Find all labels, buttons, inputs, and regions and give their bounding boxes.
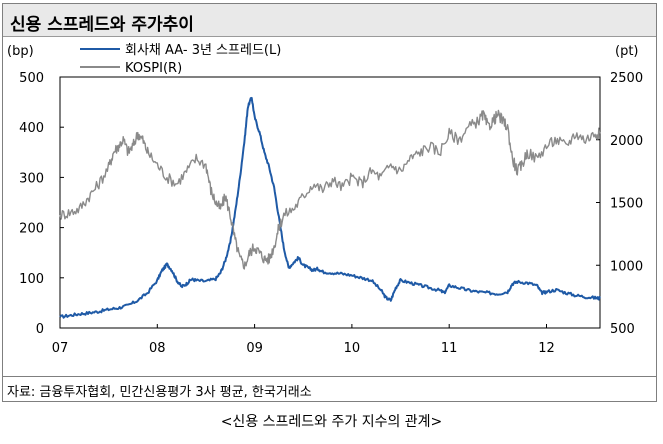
left-tick-label: 0 bbox=[36, 322, 44, 337]
title-bar: 신용 스프레드와 주가추이 bbox=[3, 4, 656, 37]
x-tick-label: 08 bbox=[149, 341, 166, 356]
chart-frame: 신용 스프레드와 주가추이 0 100 200 300 400 500 500 1000 150… bbox=[2, 3, 657, 402]
x-tick-label: 07 bbox=[52, 341, 69, 356]
chart-title: 신용 스프레드와 주가추이 bbox=[10, 15, 194, 35]
series-line-spread bbox=[59, 96, 601, 319]
left-tick-label: 200 bbox=[19, 222, 44, 237]
legend-label: 회사채 AA- 3년 스프레드(L) bbox=[125, 43, 281, 58]
left-tick-label: 100 bbox=[19, 272, 44, 287]
legend: 회사채 AA- 3년 스프레드(L) KOSPI(R) bbox=[80, 43, 281, 76]
axis-labels: 0 100 200 300 400 500 500 1000 1500 2000 2500 07 08 0… bbox=[7, 44, 643, 356]
plot-area bbox=[59, 76, 601, 329]
right-tick-label: 1500 bbox=[610, 197, 643, 212]
right-tick-label: 2000 bbox=[610, 134, 643, 149]
right-tick-label: 1000 bbox=[610, 259, 643, 274]
source-note: 자료: 금융투자협회, 민간신용평가 3사 평균, 한국거래소 bbox=[7, 385, 312, 400]
axis-ticks bbox=[59, 76, 600, 329]
series-layer bbox=[59, 96, 601, 319]
right-axis-unit: (pt) bbox=[615, 44, 639, 59]
figure-caption: <신용 스프레드와 주가 지수의 관계> bbox=[220, 414, 443, 430]
x-tick-label: 09 bbox=[246, 341, 263, 356]
chart-svg: 0 100 200 300 400 500 500 1000 1500 2000 2500 07 08 0… bbox=[7, 43, 643, 356]
x-tick-label: 12 bbox=[538, 341, 555, 356]
x-tick-label: 11 bbox=[441, 341, 458, 356]
right-tick-label: 500 bbox=[610, 322, 635, 337]
legend-label: KOSPI(R) bbox=[125, 61, 182, 76]
left-tick-label: 500 bbox=[19, 71, 44, 86]
source-bar: 자료: 금융투자협회, 민간신용평가 3사 평균, 한국거래소 bbox=[3, 376, 656, 401]
series-line-kospi bbox=[59, 109, 601, 270]
left-tick-label: 300 bbox=[19, 171, 44, 186]
x-tick-label: 10 bbox=[344, 341, 361, 356]
right-tick-label: 2500 bbox=[610, 71, 643, 86]
left-tick-label: 400 bbox=[19, 121, 44, 136]
left-axis-unit: (bp) bbox=[7, 44, 34, 59]
plot-border bbox=[59, 76, 601, 329]
